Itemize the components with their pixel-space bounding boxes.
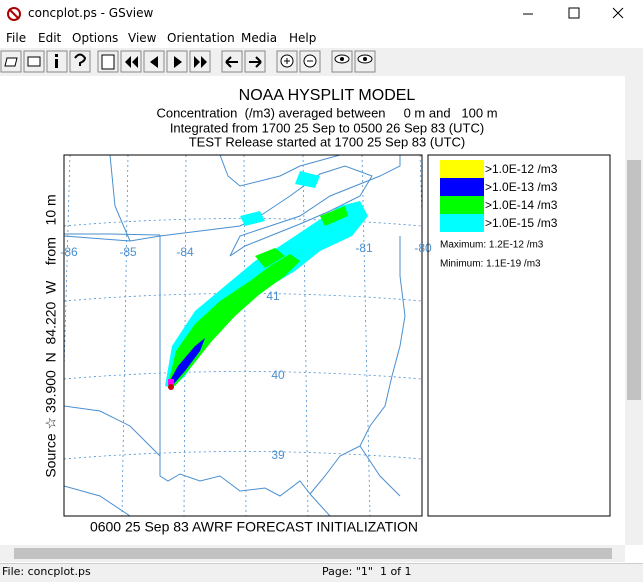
source-label: Source ☆ 39.900 N 84.220 W from 10 m [43,194,59,477]
concentration-plume [165,171,368,390]
lat-label: 40 [271,368,285,382]
legend-swatch [440,160,484,178]
plot-footer: 0600 25 Sep 83 AWRF FORECAST INITIALIZAT… [90,519,418,535]
legend-maximum: Maximum: 1.2E-12 /m3 [440,240,544,251]
menu-item[interactable]: Help [289,31,317,45]
title-bar [0,0,643,28]
coordinate-labels: -86 -85 -84 -81 -80 41 40 39 [60,241,432,462]
map: -86 -85 -84 -81 -80 41 40 39 [60,154,432,517]
lon-label: -84 [176,245,194,259]
legend-label: >1.0E-12 /m3 [485,162,558,176]
grid-lines [64,155,422,516]
status-page: Page: "1" 1 of 1 [322,565,412,578]
status-bar [0,563,643,582]
menu-item[interactable]: Media [241,31,278,45]
legend-minimum: Minimum: 1.1E-19 /m3 [440,259,541,270]
scroll-thumb[interactable] [627,160,641,400]
menu-item[interactable]: File [6,31,27,45]
map-frame [63,154,423,517]
lat-label: 41 [266,289,280,303]
menu-item[interactable]: Options [72,31,119,45]
toolbar [0,48,643,76]
lat-label: 39 [271,448,285,462]
window-title: concplot.ps - GSview [28,6,154,20]
legend-label: >1.0E-14 /m3 [485,198,558,212]
scroll-thumb[interactable] [14,548,612,559]
lon-label: -80 [414,241,432,255]
legend: >1.0E-12 /m3 >1.0E-13 /m3 >1.0E-14 /m3 >1.0… [427,154,611,517]
lon-label: -85 [119,245,137,259]
document-view: NOAA HYSPLIT MODEL Concentration (/m3) a… [0,76,643,562]
legend-swatch [440,178,484,196]
menu-item[interactable]: Edit [38,31,62,45]
plot-title: NOAA HYSPLIT MODEL [239,87,416,104]
plot-subtitle: TEST Release started at 1700 25 Sep 83 (… [189,134,466,149]
state-borders [64,155,406,516]
window-controls[interactable] [515,0,643,28]
legend-swatch [440,214,484,232]
legend-label: >1.0E-15 /m3 [485,216,558,230]
plot-subtitle: Concentration (/m3) averaged between 0 m… [156,105,497,120]
legend-label: >1.0E-13 /m3 [485,180,558,194]
lon-label: -81 [355,241,373,255]
legend-swatch [440,196,484,214]
status-file: File: concplot.ps [2,565,91,578]
toolbar-buttons[interactable] [0,50,376,73]
menu-item[interactable]: Orientation [167,31,235,45]
plot-subtitle: Integrated from 1700 25 Sep to 0500 26 S… [170,120,484,135]
menu-item[interactable]: View [128,31,157,45]
app-icon [7,7,21,21]
lon-label: -86 [60,245,78,259]
